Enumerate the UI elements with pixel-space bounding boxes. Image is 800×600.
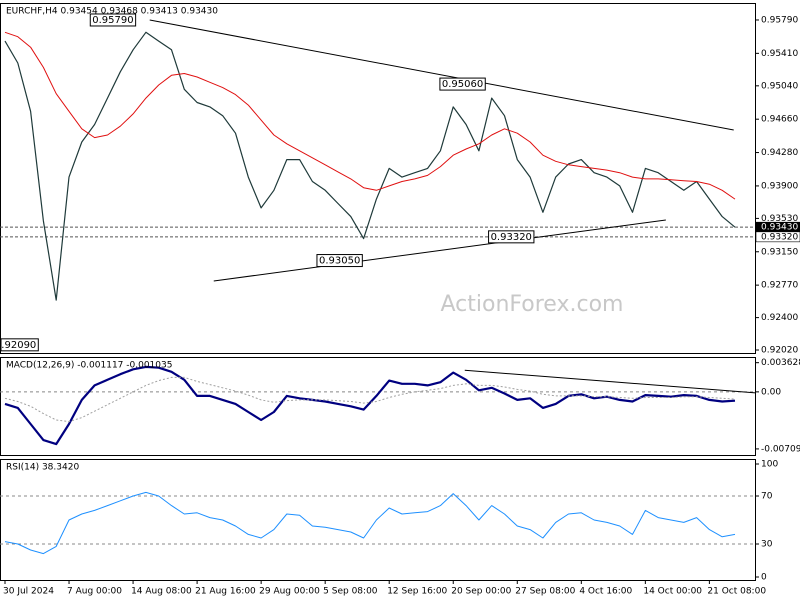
y-tick-label: 0.003628: [761, 358, 800, 368]
annotation-box: [89, 13, 137, 27]
trendline: [149, 19, 734, 131]
y-tick-label: 0.95790: [761, 15, 798, 25]
y-tick-label: 0.95040: [761, 81, 798, 91]
panel-frame: [0, 3, 756, 354]
x-tick-label: 14 Oct 00:00: [643, 587, 702, 597]
y-tick-label: 0: [761, 573, 767, 583]
annotation-box: [439, 77, 486, 91]
annotation-label: 0.95060: [442, 79, 483, 90]
x-tick-label: 20 Sep 00:00: [451, 587, 511, 597]
y-tick-label: 30: [761, 540, 773, 550]
panel-title: MACD(12,26,9) -0.001117 -0.001035: [6, 361, 172, 371]
price-annotation: .92090: [0, 338, 39, 352]
price-line-box: [755, 231, 800, 243]
x-tick-label: 12 Sep 16:00: [387, 587, 447, 597]
series-line: [4, 365, 736, 446]
y-tick-label: 0.93900: [761, 181, 798, 191]
x-tick-label: 5 Sep 08:00: [323, 587, 378, 597]
annotation-label: .92090: [1, 340, 36, 351]
y-tick-label: 0.94660: [761, 115, 798, 125]
annotation-label: 0.93320: [491, 232, 532, 243]
x-tick-label: 21 Oct 08:00: [707, 587, 766, 597]
x-tick-label: 21 Aug 16:00: [195, 587, 256, 597]
x-tick-label: 4 Oct 16:00: [579, 587, 632, 597]
trendline: [464, 369, 756, 394]
y-tick-label: 70: [761, 492, 773, 502]
price-annotation: 0.93050: [316, 254, 363, 268]
y-tick-label: 0.95410: [761, 49, 798, 59]
series-line: [4, 376, 736, 423]
trendline: [213, 219, 666, 282]
y-tick-label: 0.92020: [761, 346, 798, 356]
price-annotation: 0.95060: [439, 77, 486, 91]
y-tick-label: 0.93150: [761, 247, 798, 257]
panel-title: RSI(14) 38.3420: [6, 463, 79, 473]
watermark: ActionForex.com: [441, 292, 624, 317]
x-tick-label: 27 Sep 08:00: [515, 587, 575, 597]
price-annotation: 0.95790: [89, 13, 137, 27]
x-tick-label: 30 Jul 2024: [3, 587, 54, 597]
series-line: [4, 491, 736, 555]
series-line: [4, 31, 736, 200]
annotation-label: 0.93050: [319, 256, 360, 267]
y-tick-label: 0.94280: [761, 148, 798, 158]
y-tick-label: 0.93530: [761, 214, 798, 224]
price-line-label: 0.93430: [761, 223, 798, 233]
panel-frame: [0, 357, 756, 456]
annotation-box: [0, 338, 39, 352]
y-tick-label: 100: [761, 460, 778, 470]
annotation-box: [316, 254, 363, 268]
y-tick-label: 0.92400: [761, 313, 798, 323]
x-tick-label: 29 Aug 00:00: [259, 587, 320, 597]
y-tick-label: -0.007093: [761, 444, 800, 454]
x-tick-label: 7 Aug 00:00: [67, 587, 122, 597]
price-line-label: 0.93320: [761, 232, 798, 242]
panel-title: EURCHF,H4 0.93454 0.93468 0.93413 0.9343…: [6, 7, 218, 17]
panel-frame: [0, 459, 756, 581]
x-tick-label: 14 Aug 08:00: [131, 587, 192, 597]
price-annotation: 0.93320: [488, 230, 535, 244]
annotation-label: 0.95790: [92, 15, 133, 26]
annotation-box: [488, 230, 535, 244]
y-tick-label: 0.00: [761, 387, 781, 397]
series-line: [4, 31, 736, 301]
y-tick-label: 0.92770: [761, 281, 798, 291]
